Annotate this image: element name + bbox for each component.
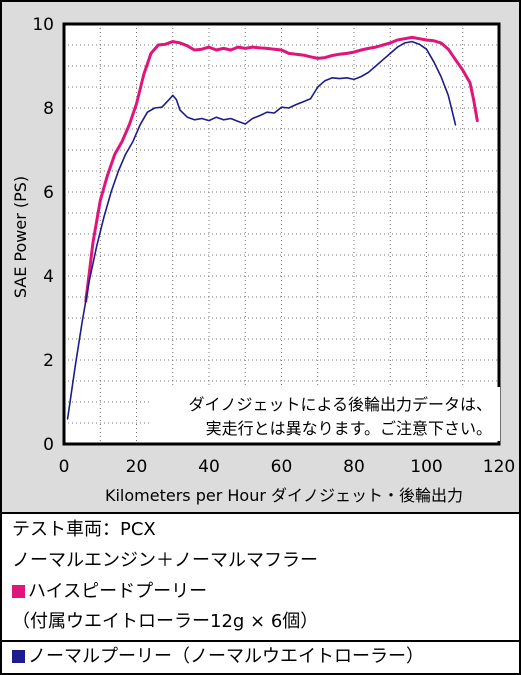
- legend-divider: [2, 640, 519, 642]
- note-background: [152, 387, 500, 441]
- y-tick-label: 0: [43, 435, 54, 455]
- high-speed-pulley-line: [84, 35, 479, 303]
- tick-labels: 0 20 40 60 80 100 120 0 2 4 6 8 10: [32, 15, 515, 477]
- normal-pulley-label: ノーマルプーリー（ノーマルウエイトローラー）: [28, 646, 424, 667]
- chart-area: 0 20 40 60 80 100 120 0 2 4 6 8 10 ダイノジェットによる後輪出力データ…: [2, 2, 519, 512]
- x-tick-label: 120: [483, 457, 515, 477]
- legend-entry-normal-pulley: ノーマルプーリー（ノーマルウエイトローラー）: [12, 645, 424, 669]
- note-line-1: ダイノジェットによる後輪出力データは、: [188, 395, 492, 414]
- grid-lines: [64, 24, 499, 444]
- normal-pulley-line: [66, 40, 457, 420]
- y-tick-label: 10: [32, 15, 54, 35]
- high-speed-pulley-swatch: [12, 585, 25, 598]
- y-tick-label: 6: [43, 183, 54, 203]
- x-tick-label: 20: [126, 457, 148, 477]
- engine-config-text: ノーマルエンジン＋ノーマルマフラー: [12, 550, 318, 571]
- note-line-2: 実走行とは異なります。ご注意下さい。: [206, 419, 492, 438]
- plot-border: [62, 22, 501, 446]
- test-vehicle-text: テスト車両：PCX: [12, 519, 156, 540]
- y-tick-label: 2: [43, 351, 54, 371]
- normal-pulley-swatch: [12, 650, 25, 663]
- y-axis-label: SAE Power (PS): [11, 176, 30, 298]
- y-tick-label: 8: [43, 99, 54, 119]
- x-axis-label: Kilometers per Hour ダイノジェット・後輪出力: [105, 486, 463, 505]
- x-tick-label: 100: [410, 457, 442, 477]
- high-speed-pulley-label: ハイスピードプーリー: [28, 581, 208, 602]
- legend-panel: テスト車両：PCX ノーマルエンジン＋ノーマルマフラー ハイスピードプーリー （…: [2, 512, 519, 673]
- x-tick-label: 80: [343, 457, 365, 477]
- series-layer: [66, 35, 479, 420]
- x-tick-label: 60: [271, 457, 293, 477]
- y-tick-label: 4: [43, 267, 54, 287]
- dyno-chart: 0 20 40 60 80 100 120 0 2 4 6 8 10 ダイノジェットによる後輪出力データ…: [11, 15, 515, 505]
- x-tick-label: 40: [198, 457, 220, 477]
- x-tick-label: 0: [59, 457, 70, 477]
- high-speed-pulley-note: （付属ウエイトローラー12g × 6個）: [12, 611, 319, 632]
- legend-entry-high-speed-pulley: ハイスピードプーリー: [12, 580, 207, 604]
